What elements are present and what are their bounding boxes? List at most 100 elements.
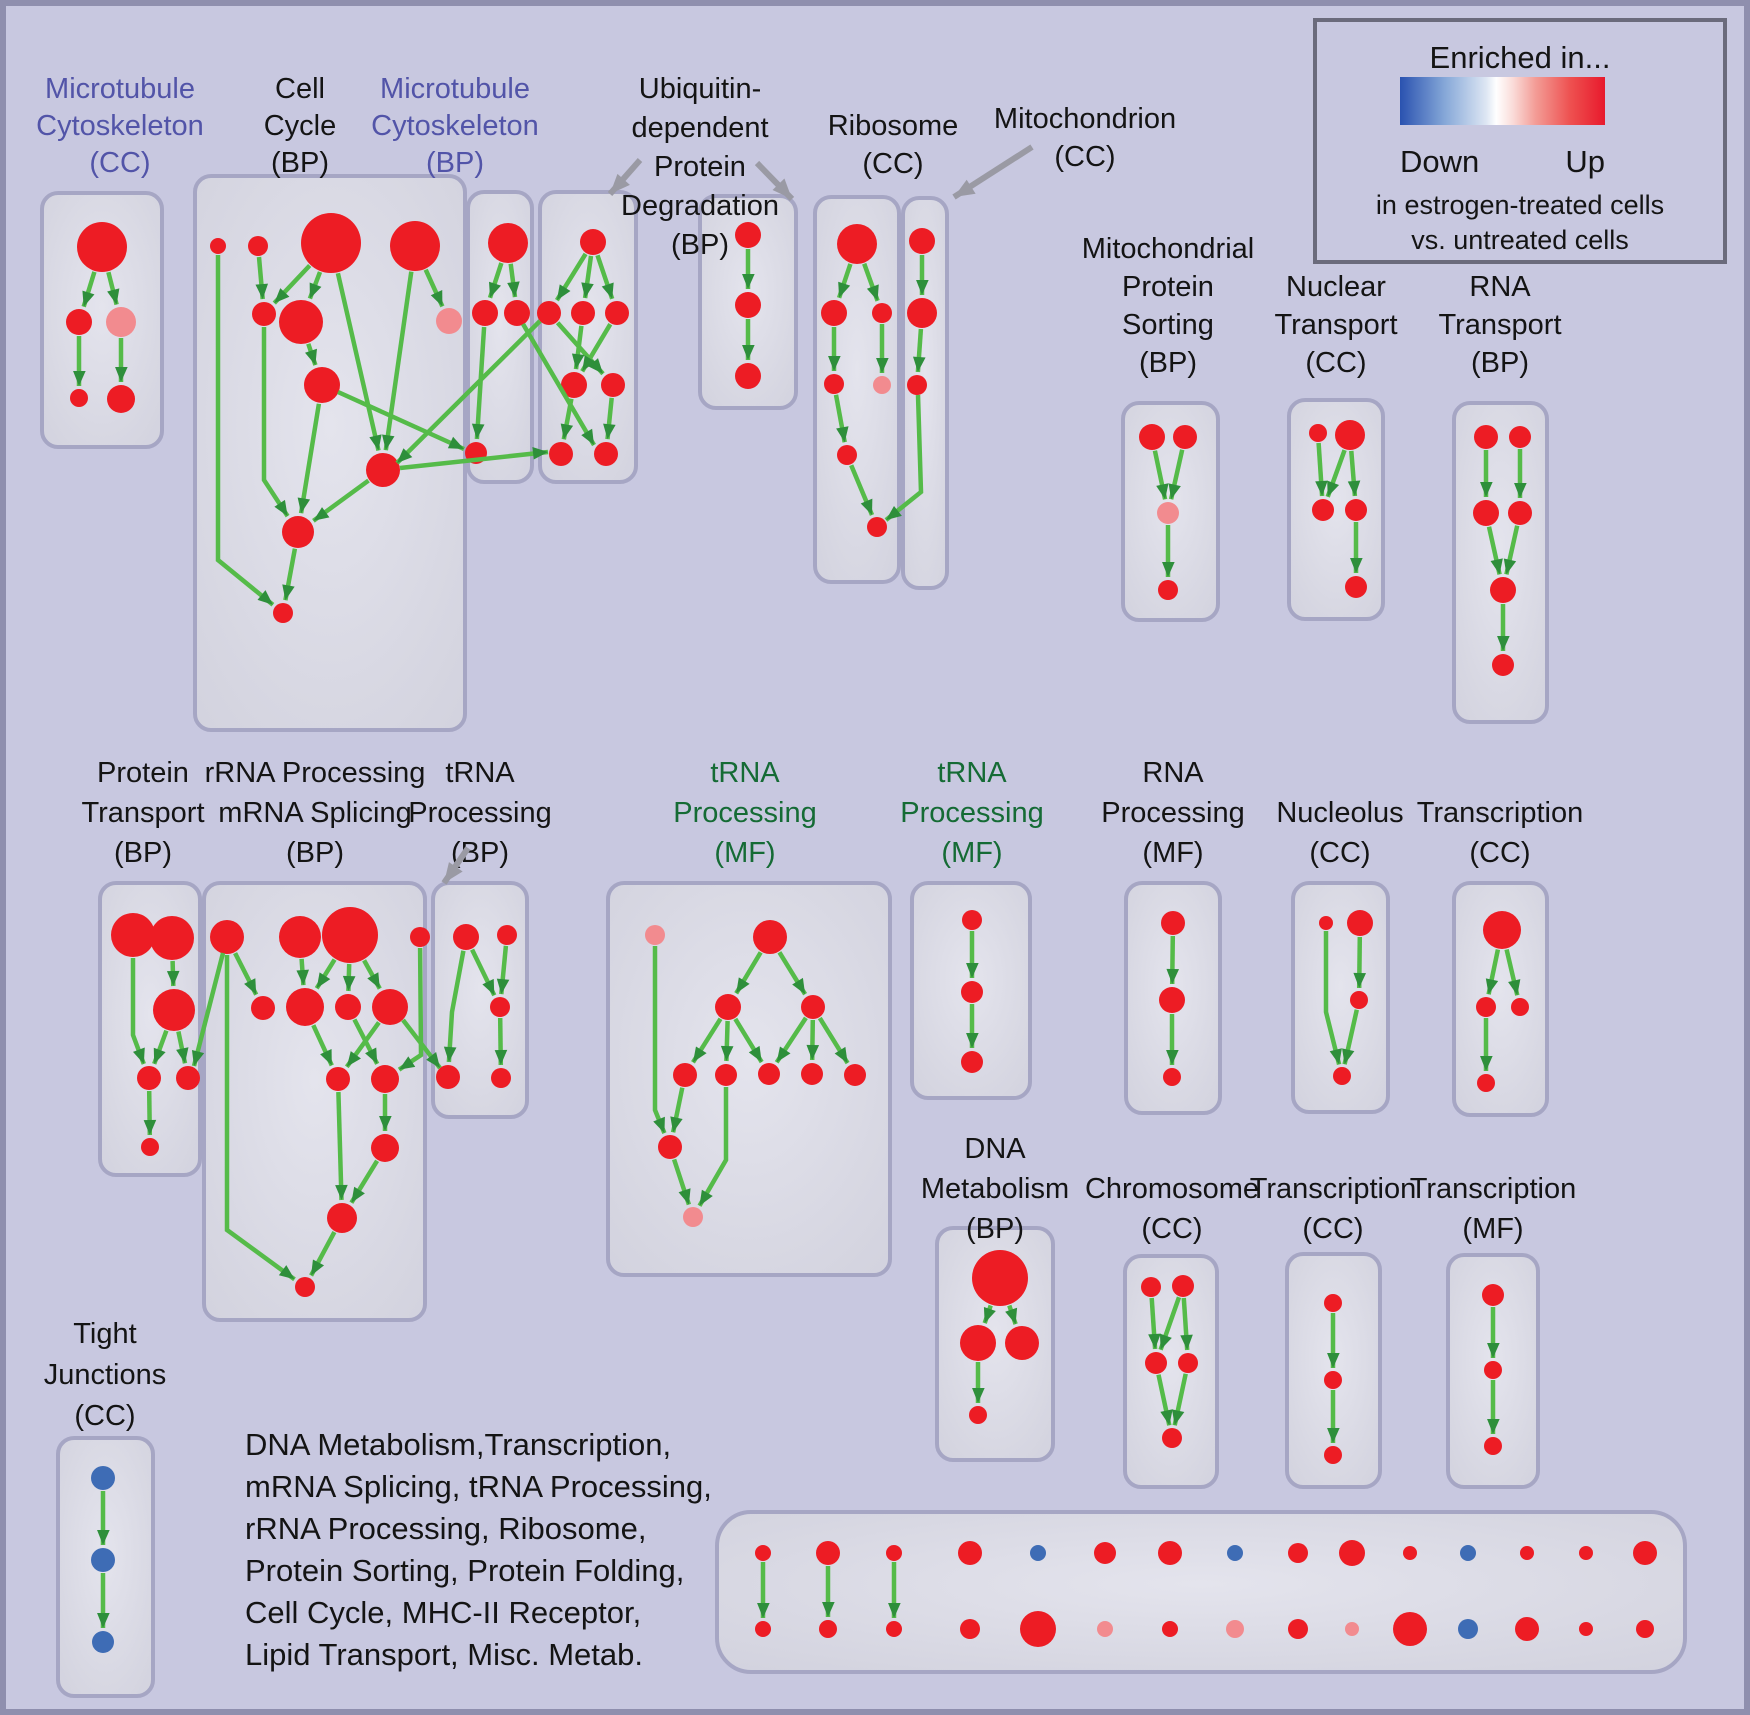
trna-processing-mf-large-edge (777, 951, 808, 996)
cross-group-arrow (521, 322, 596, 447)
ribosome-cc-node-red (824, 374, 844, 394)
trna-processing-mf-large-node-red (758, 1063, 780, 1085)
misc-overlap-box-node-red (1636, 1620, 1654, 1638)
dna-metabolism-node-red (972, 1250, 1028, 1306)
rna-transport-node-red (1509, 426, 1531, 448)
chromosome-cc-label: (CC) (1141, 1213, 1202, 1245)
ubiquitin-box-left-edge (571, 325, 585, 370)
microtubule-cc-node-red (66, 309, 92, 335)
nucleolus-cc-node-red (1347, 910, 1373, 936)
cell-cycle-edge (305, 343, 318, 366)
rna-processing-mf-node-red (1159, 987, 1185, 1013)
group-cell-cycle: Cell Cycle (BP) (193, 73, 467, 732)
ubiquitin-box-left-edge (581, 255, 594, 299)
cell-cycle-edge (215, 255, 275, 607)
rna-processing-mf-node-red (1161, 911, 1185, 935)
microtubule-cc-label: (CC) (89, 147, 150, 179)
rna-processing-mf-label: Processing (1101, 797, 1244, 829)
rrna-processing-mrna-splicing-node-red (210, 920, 244, 954)
protein-transport-node-red (150, 916, 194, 960)
trna-processing-mf-large-node-red (658, 1135, 682, 1159)
mito-protein-sorting-label: Mitochondrial (1082, 233, 1254, 265)
trna-processing-mf-large-node-red (673, 1063, 697, 1087)
misc-overlap-box-node-red (1158, 1541, 1182, 1565)
chromosome-cc-box (1123, 1254, 1219, 1489)
cross-group-arrow (884, 394, 924, 522)
rrna-processing-mrna-splicing-node-red (279, 916, 321, 958)
protein-transport-node-red (137, 1066, 161, 1090)
tight-junctions-label: (CC) (74, 1400, 135, 1432)
dna-metabolism-node-red (1005, 1326, 1039, 1360)
rrna-processing-mrna-splicing-edge (224, 955, 296, 1282)
misc-overlap-box-node-red (1515, 1617, 1539, 1641)
trna-processing-bp-label: Processing (408, 797, 551, 829)
misc-note-line: Lipid Transport, Misc. Metab. (245, 1637, 643, 1672)
nuclear-transport-node-red (1335, 420, 1365, 450)
trna-processing-mf-small-node-red (962, 910, 982, 930)
rna-transport-node-red (1474, 425, 1498, 449)
legend-down-label: Down (1400, 144, 1479, 179)
mitochondrion-cc-node-red (907, 298, 937, 328)
rrna-processing-mrna-splicing-label: rRNA Processing (205, 757, 426, 789)
ribosome-cc-edge (836, 263, 853, 299)
protein-transport-node-red (176, 1066, 200, 1090)
nuclear-transport-edge (1325, 449, 1347, 498)
cross-group-arrow (337, 389, 465, 452)
ribosome-cc-node-pink (873, 376, 891, 394)
cell-cycle-node-red (366, 453, 400, 487)
group-protein-transport: Protein Transport (BP) (81, 757, 205, 1177)
misc-note-line: DNA Metabolism,Transcription, (245, 1427, 671, 1462)
microtubule-cc-node-red (77, 222, 127, 272)
cross-group-arrow (399, 447, 549, 471)
rrna-processing-mrna-splicing-edge (344, 1021, 381, 1069)
rrna-processing-mrna-splicing-node-red (326, 1067, 350, 1091)
group-chromosome-cc: Chromosome (CC) (1085, 1173, 1259, 1489)
nuclear-transport-node-red (1345, 499, 1367, 521)
nuclear-transport-label: (CC) (1305, 347, 1366, 379)
mitochondrion-cc-label: Mitochondrion (994, 103, 1176, 135)
ubiquitin-box-left-edge (603, 397, 616, 440)
rrna-processing-mrna-splicing-node-red (372, 989, 408, 1025)
group-rrna-processing-mrna-splicing: rRNA Processing mRNA Splicing (BP) (202, 757, 430, 1322)
trna-processing-mf-large-node-red (801, 1063, 823, 1085)
group-transcription-mf: Transcription (MF) (1410, 1173, 1576, 1489)
tight-junctions-label: Tight (73, 1318, 136, 1350)
rrna-processing-mrna-splicing-edge (349, 1159, 380, 1204)
group-ubiquitin-box-left (537, 190, 638, 484)
mitochondrion-cc-label: (CC) (1054, 141, 1115, 173)
mito-protein-sorting-label: (BP) (1139, 347, 1197, 379)
trna-processing-mf-large-node-red (801, 995, 825, 1019)
trna-processing-bp-node-red (490, 997, 510, 1017)
misc-categories-note: DNA Metabolism,Transcription, mRNA Splici… (245, 1427, 712, 1672)
group-rna-transport: RNA Transport (BP) (1438, 271, 1562, 724)
transcription-cc-lower-label: Transcription (1250, 1173, 1417, 1205)
misc-overlap-box-node-pink (1226, 1620, 1244, 1638)
nucleolus-cc-box (1291, 881, 1390, 1114)
ribosome-cc-node-red (837, 445, 857, 465)
ubiquitin-box-right-node-red (735, 363, 761, 389)
rrna-processing-mrna-splicing-node-red (410, 927, 430, 947)
trna-processing-mf-small-label: (MF) (941, 837, 1002, 869)
group-dna-metabolism: DNA Metabolism (BP) (921, 1133, 1069, 1462)
ubiquitin-box-left-edge (554, 252, 588, 302)
mito-protein-sorting-node-red (1173, 425, 1197, 449)
microtubule-cc-node-red (107, 385, 135, 413)
cell-cycle-edge (282, 548, 298, 601)
dna-metabolism-label: (BP) (966, 1213, 1024, 1245)
ubiquitin-box-right-label: Protein (654, 151, 746, 183)
nucleolus-cc-edge (1323, 931, 1342, 1065)
trna-processing-mf-large-edge (733, 1017, 764, 1064)
misc-note-line: Cell Cycle, MHC-II Receptor, (245, 1595, 641, 1630)
trna-processing-bp-edge (496, 945, 510, 995)
rrna-processing-mrna-splicing-box (202, 881, 427, 1322)
dna-metabolism-node-red (969, 1406, 987, 1424)
trna-processing-mf-large-edge (806, 1019, 820, 1061)
microtubule-bp-edge (507, 263, 520, 298)
ubiquitin-box-left-node-red (537, 301, 561, 325)
ribosome-cc-edge (849, 464, 875, 516)
trna-processing-bp-label: tRNA (445, 757, 515, 789)
misc-overlap-box-node-blue (1030, 1545, 1046, 1561)
legend: Enriched in... Down Up in estrogen-treated … (1313, 18, 1727, 264)
chromosome-cc-edge (1172, 1373, 1188, 1426)
group-microtubule-cc: Microtubule Cytoskeleton (CC) (36, 73, 204, 449)
